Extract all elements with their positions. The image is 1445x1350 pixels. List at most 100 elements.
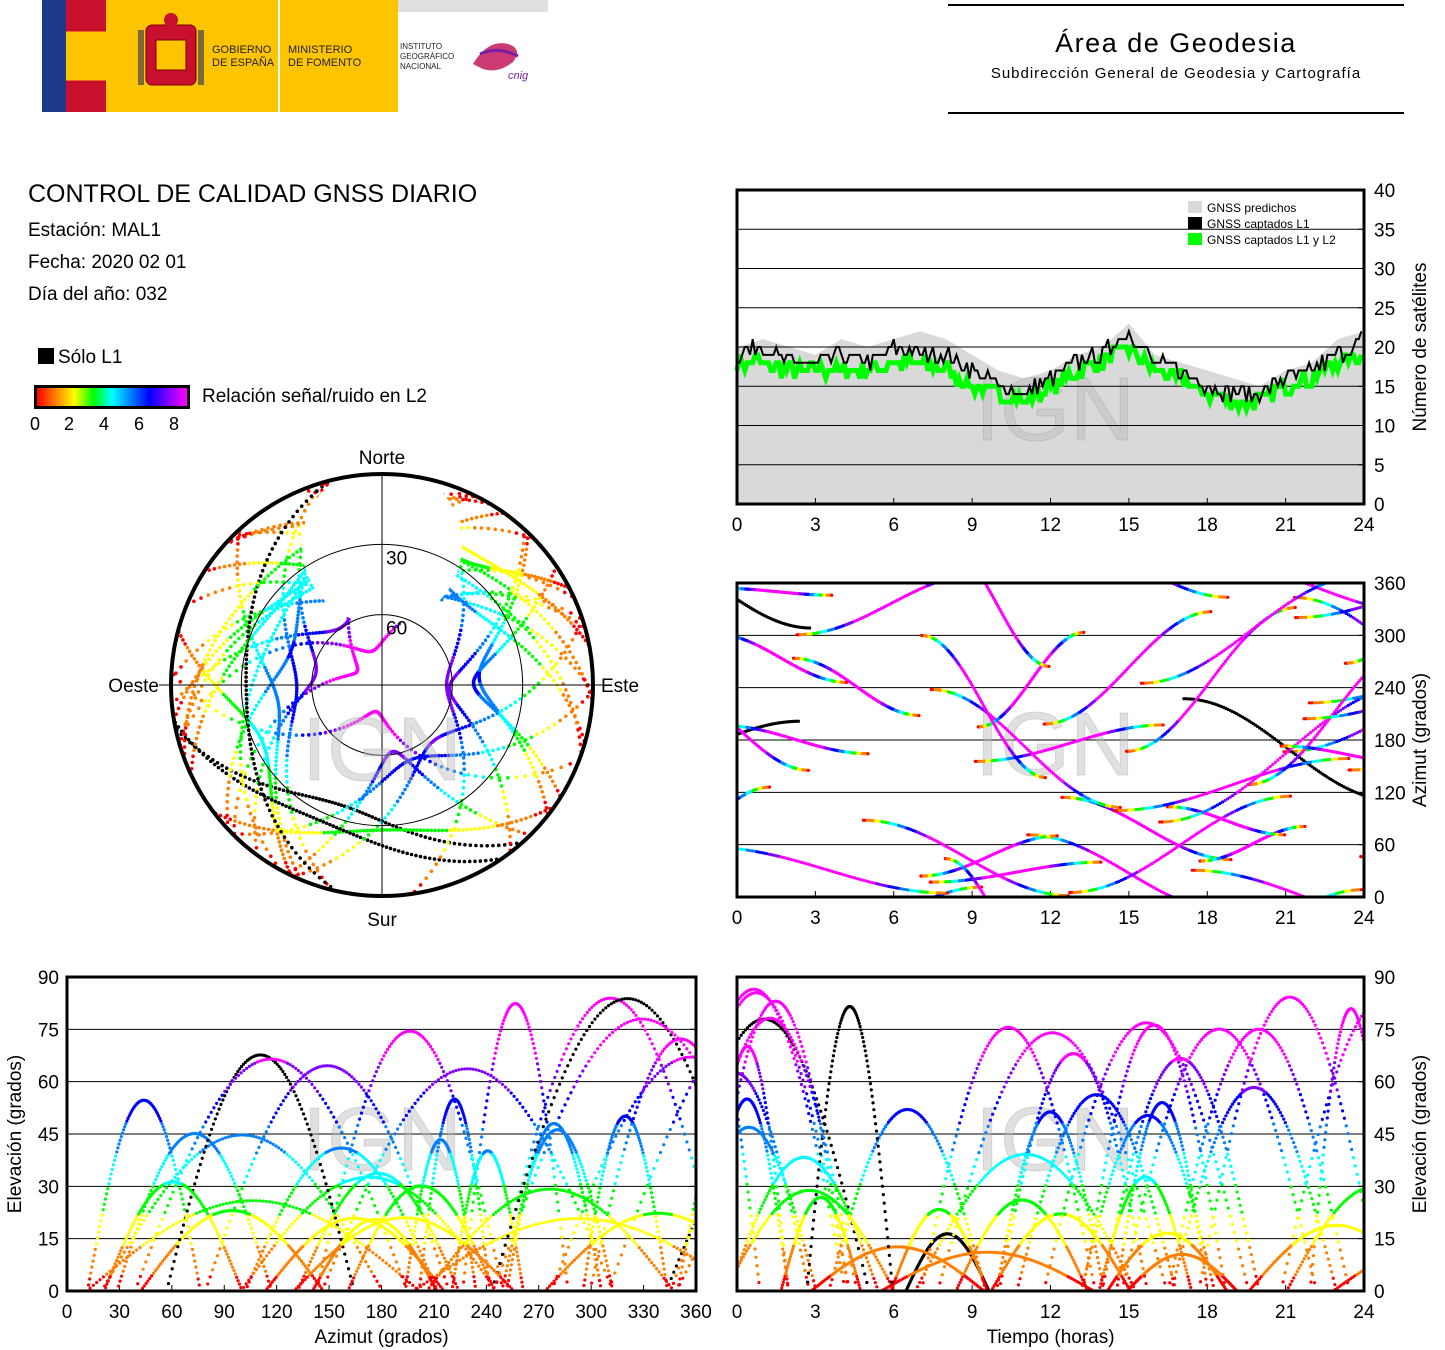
track-point bbox=[1426, 589, 1429, 592]
track-point bbox=[439, 788, 444, 793]
track-point bbox=[651, 876, 654, 879]
track-point bbox=[656, 758, 659, 761]
track-point bbox=[274, 751, 279, 756]
track-point bbox=[701, 830, 704, 833]
track-point bbox=[1434, 893, 1437, 896]
track-point bbox=[522, 748, 526, 752]
page-title: CONTROL DE CALIDAD GNSS DIARIO bbox=[28, 180, 478, 208]
track-point bbox=[1367, 795, 1370, 798]
track-point bbox=[555, 586, 560, 591]
track-point bbox=[294, 689, 299, 694]
track-point bbox=[340, 808, 345, 813]
track-point bbox=[334, 856, 339, 861]
track-point bbox=[307, 639, 312, 643]
track-point bbox=[1441, 667, 1444, 670]
track-point bbox=[538, 613, 543, 618]
track-point bbox=[505, 825, 509, 830]
track-point bbox=[199, 596, 203, 600]
track-point bbox=[275, 740, 280, 745]
track-point bbox=[365, 838, 370, 843]
y-tick-label: 10 bbox=[1374, 417, 1395, 438]
track-point bbox=[502, 631, 507, 635]
track-point bbox=[467, 581, 471, 585]
track-point bbox=[521, 563, 526, 568]
track-point bbox=[504, 719, 508, 724]
snr-colorbar bbox=[34, 385, 190, 409]
track-point bbox=[311, 795, 315, 800]
track-point bbox=[1414, 605, 1417, 608]
track-point bbox=[269, 788, 273, 793]
north-label: Norte bbox=[359, 448, 405, 469]
track-point bbox=[506, 776, 510, 780]
date-label: Fecha: 2020 02 01 bbox=[28, 252, 187, 273]
track-point bbox=[294, 678, 299, 683]
track-point bbox=[724, 737, 727, 740]
track-point bbox=[514, 819, 519, 824]
track-point bbox=[706, 744, 709, 747]
track-point bbox=[306, 635, 310, 640]
track-point bbox=[473, 499, 478, 503]
track-point bbox=[298, 864, 303, 868]
track-point bbox=[707, 702, 710, 705]
track-point bbox=[324, 680, 329, 685]
track-point bbox=[490, 590, 495, 594]
track-point bbox=[473, 859, 477, 864]
track-point bbox=[383, 777, 387, 781]
east-label: Este bbox=[601, 676, 639, 697]
track-point bbox=[291, 596, 296, 600]
track-point bbox=[524, 752, 529, 756]
track-point bbox=[575, 720, 580, 725]
track-point bbox=[454, 719, 459, 724]
track-point bbox=[553, 784, 558, 788]
x-tick-label: 0 bbox=[732, 908, 743, 929]
track-point bbox=[275, 832, 280, 836]
track-point bbox=[526, 756, 531, 761]
track-point bbox=[450, 753, 455, 758]
track-point bbox=[1416, 603, 1419, 606]
track-point bbox=[425, 828, 430, 833]
track-point bbox=[683, 849, 686, 852]
track-point bbox=[1399, 763, 1402, 766]
track-point bbox=[552, 580, 557, 585]
track-point bbox=[345, 724, 350, 728]
track-point bbox=[1413, 612, 1416, 615]
track-point bbox=[514, 531, 519, 535]
track-point bbox=[475, 603, 480, 608]
track-point bbox=[222, 672, 226, 677]
track-point bbox=[499, 624, 504, 629]
track-point bbox=[453, 715, 457, 720]
track-point bbox=[1355, 618, 1360, 623]
track-point bbox=[337, 675, 342, 680]
track-point bbox=[503, 570, 507, 574]
track-point bbox=[644, 880, 647, 883]
y-tick-label: 240 bbox=[1374, 679, 1406, 700]
track-point bbox=[534, 658, 538, 662]
track-point bbox=[263, 757, 267, 761]
track-point bbox=[285, 530, 289, 535]
track-point bbox=[1369, 629, 1372, 632]
track-point bbox=[296, 826, 300, 830]
track-point bbox=[193, 742, 198, 747]
track-point bbox=[272, 816, 277, 821]
track-point bbox=[335, 811, 340, 815]
track-point bbox=[535, 732, 539, 737]
y-tick-label: 120 bbox=[1374, 783, 1406, 804]
track-point bbox=[237, 720, 241, 725]
x-tick-label: 15 bbox=[1118, 908, 1139, 929]
track-point bbox=[391, 627, 396, 631]
track-point bbox=[318, 818, 322, 823]
track-point bbox=[256, 620, 261, 624]
track-point bbox=[538, 644, 543, 649]
track-point bbox=[178, 679, 183, 684]
track-point bbox=[373, 841, 377, 845]
track-point bbox=[378, 828, 383, 832]
track-point bbox=[796, 719, 801, 723]
track-point bbox=[197, 749, 202, 753]
watermark: IGN bbox=[302, 700, 462, 800]
track-point bbox=[337, 727, 342, 731]
track-point bbox=[493, 609, 497, 614]
track-point bbox=[256, 583, 260, 588]
track-point bbox=[459, 802, 464, 807]
cnig-logo-icon: cnig bbox=[473, 43, 529, 82]
x-tick-label: 3 bbox=[810, 908, 821, 929]
